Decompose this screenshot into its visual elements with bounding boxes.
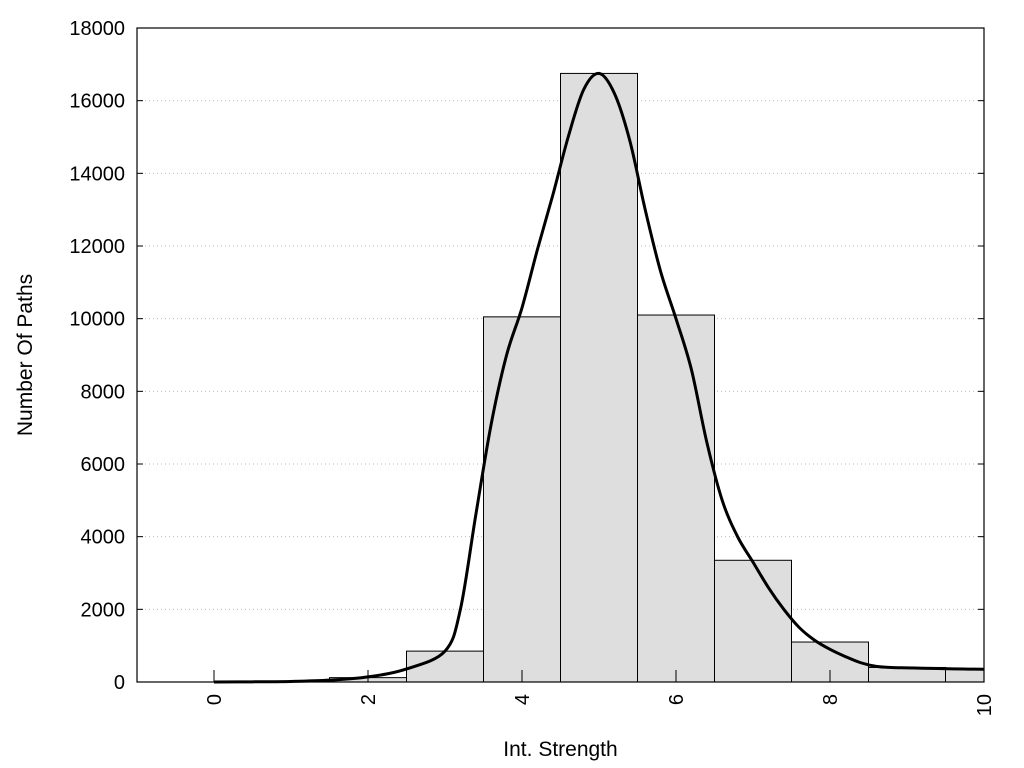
x-tick-label: 10 bbox=[974, 694, 996, 716]
y-tick-label: 10000 bbox=[69, 309, 125, 331]
y-axis-title: Number Of Paths bbox=[14, 274, 37, 436]
plot-frame bbox=[136, 27, 985, 683]
fit-curve bbox=[213, 71, 985, 684]
x-tick-label: 8 bbox=[820, 694, 842, 705]
x-tick-label: 2 bbox=[358, 694, 380, 705]
histogram-bar bbox=[945, 668, 985, 683]
y-tick-label: 14000 bbox=[69, 163, 125, 185]
x-axis-ticks: 0 2 4 6 8 10 bbox=[204, 670, 996, 716]
y-tick-label: 2000 bbox=[81, 599, 126, 621]
histogram-bar bbox=[637, 314, 715, 683]
y-tick-label: 4000 bbox=[81, 527, 126, 549]
histogram-bar bbox=[714, 559, 792, 683]
y-tick-label: 8000 bbox=[81, 381, 126, 403]
y-tick-label: 16000 bbox=[69, 91, 125, 113]
histogram-bar bbox=[483, 316, 561, 683]
x-tick-label: 4 bbox=[512, 694, 534, 705]
y-axis-ticks: 0 2000 4000 6000 8000 10000 12000 14000 16000 180… bbox=[69, 18, 984, 694]
bar-series bbox=[252, 72, 985, 683]
y-tick-label: 18000 bbox=[69, 18, 125, 40]
y-tick-label: 0 bbox=[114, 672, 125, 694]
histogram-bar bbox=[406, 650, 484, 683]
histogram-bar bbox=[560, 72, 638, 683]
x-tick-label: 6 bbox=[666, 694, 688, 705]
y-tick-label: 6000 bbox=[81, 454, 126, 476]
x-axis-title: Int. Strength bbox=[503, 738, 617, 761]
x-tick-label: 0 bbox=[204, 694, 226, 705]
y-tick-label: 12000 bbox=[69, 236, 125, 258]
fit-curve-line bbox=[213, 71, 985, 684]
